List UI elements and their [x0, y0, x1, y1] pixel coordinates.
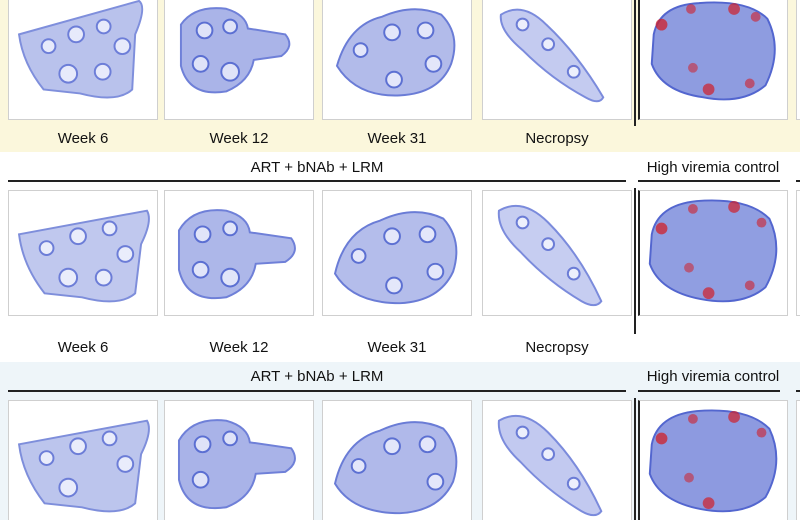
tissue-section-image — [650, 1, 776, 101]
tissue-panel-week31 — [322, 190, 472, 316]
tissue-section-image — [499, 8, 605, 103]
tissue-panel-necropsy — [482, 400, 632, 520]
tissue-section-image — [648, 409, 778, 513]
tissue-panel-week12 — [164, 0, 314, 120]
timepoint-label: Week 6 — [57, 130, 109, 147]
tissue-panel-cropped — [796, 400, 800, 520]
tissue-panel-week31 — [322, 0, 472, 120]
column-divider — [634, 188, 636, 334]
tissue-panel-high-viremia-control — [638, 0, 788, 120]
tissue-section-image — [17, 0, 144, 99]
timepoint-label: Week 6 — [57, 339, 109, 356]
tissue-section-image — [333, 211, 458, 305]
tissue-section-image — [497, 414, 603, 517]
timepoint-label: Necropsy — [525, 339, 589, 356]
column-divider — [634, 0, 636, 126]
tissue-section-image — [497, 204, 603, 307]
tissue-panel-cropped — [796, 190, 800, 316]
group-rule — [8, 180, 626, 182]
tissue-panel-necropsy — [482, 190, 632, 316]
column-divider — [634, 398, 636, 520]
group-title: ART + bNAb + LRM — [250, 159, 384, 176]
timepoint-label: Necropsy — [525, 130, 589, 147]
group-title: ART + bNAb + LRM — [250, 368, 384, 385]
tissue-panel-cropped — [796, 0, 800, 120]
tissue-panel-necropsy — [482, 0, 632, 120]
tissue-section-image — [177, 419, 296, 510]
timepoint-label: Week 31 — [367, 130, 427, 147]
control-title: High viremia control — [646, 368, 780, 385]
timepoint-label: Week 12 — [209, 130, 269, 147]
tissue-panel-week12 — [164, 400, 314, 520]
tissue-panel-week12 — [164, 190, 314, 316]
tissue-section-image — [17, 419, 150, 513]
tissue-section-image — [333, 421, 458, 515]
tissue-panel-week6 — [8, 190, 158, 316]
timepoint-label: Week 31 — [367, 339, 427, 356]
tissue-panel-week6 — [8, 0, 158, 120]
tissue-panel-high-viremia-control — [638, 190, 788, 316]
control-title: High viremia control — [646, 159, 780, 176]
control-rule-cropped — [796, 180, 800, 182]
tissue-panel-week31 — [322, 400, 472, 520]
tissue-section-image — [17, 209, 150, 303]
tissue-section-image — [648, 199, 778, 303]
tissue-section-image — [177, 209, 296, 300]
control-rule — [638, 180, 780, 182]
group-rule — [8, 390, 626, 392]
tissue-panel-week6 — [8, 400, 158, 520]
tissue-section-image — [335, 8, 456, 97]
timepoint-label: Week 12 — [209, 339, 269, 356]
control-rule-cropped — [796, 390, 800, 392]
tissue-section-image — [179, 7, 291, 94]
control-rule — [638, 390, 780, 392]
tissue-panel-high-viremia-control — [638, 400, 788, 520]
